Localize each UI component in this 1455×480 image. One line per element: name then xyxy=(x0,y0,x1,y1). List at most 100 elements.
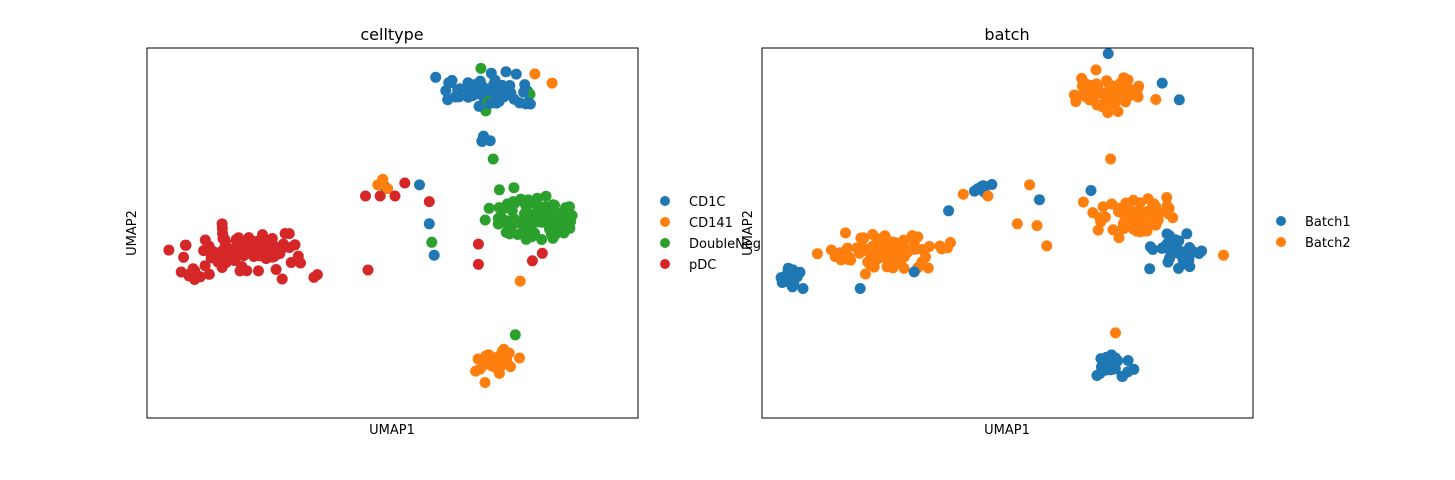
scatter-point-cd141 xyxy=(514,275,526,287)
plot-frame xyxy=(761,47,1254,419)
scatter-point-doubleneg xyxy=(549,199,560,211)
scatter-point-doubleneg xyxy=(508,182,520,194)
x-axis-label: UMAP1 xyxy=(369,423,415,438)
scatter-point-batch2 xyxy=(1092,224,1104,236)
legend-label: CD141 xyxy=(689,216,733,231)
scatter-point-cd141 xyxy=(505,361,516,373)
scatter-point-pdc xyxy=(252,265,264,277)
scatter-point-doubleneg xyxy=(504,228,516,240)
scatter-point-batch2 xyxy=(857,232,869,244)
scatter-point-cd141 xyxy=(486,360,498,372)
scatter-point-batch2 xyxy=(1101,75,1113,87)
batch-panel: batch UMAP1 UMAP2 Batch1 Batch2 xyxy=(741,25,1351,438)
scatter-point-cd1c xyxy=(518,86,530,98)
scatter-point-batch1 xyxy=(854,283,866,294)
scatter-point-cd141 xyxy=(514,352,525,364)
scatter-point-batch2 xyxy=(886,261,898,273)
scatter-point-batch1 xyxy=(1159,241,1170,253)
scatter-point-batch1 xyxy=(986,179,998,190)
scatter-point-batch1 xyxy=(1033,194,1045,206)
legend-marker xyxy=(660,217,670,227)
scatter-point-batch2 xyxy=(1218,249,1229,261)
scatter-point-cd1c xyxy=(442,94,454,106)
scatter-point-pdc xyxy=(285,257,297,268)
scatter-point-pdc xyxy=(362,264,374,276)
scatter-point-batch2 xyxy=(957,188,969,200)
scatter-point-pdc xyxy=(234,265,246,277)
scatter-point-batch2 xyxy=(1011,218,1023,230)
scatter-point-pdc xyxy=(279,228,291,239)
scatter-point-batch2 xyxy=(1150,219,1162,231)
scatter-point-batch2 xyxy=(1117,218,1129,230)
scatter-point-cd1c xyxy=(452,87,464,99)
scatter-point-doubleneg xyxy=(483,202,495,214)
scatter-point-batch2 xyxy=(1120,197,1132,209)
scatter-point-cd1c xyxy=(494,81,506,93)
scatter-point-cd141 xyxy=(477,360,489,372)
scatter-point-cd1c xyxy=(474,75,486,87)
panel-title: batch xyxy=(984,25,1029,44)
scatter-point-doubleneg xyxy=(502,198,513,210)
scatter-point-batch1 xyxy=(1094,368,1106,379)
scatter-point-batch2 xyxy=(1108,98,1120,110)
scatter-point-cd141 xyxy=(377,173,389,185)
scatter-point-batch2 xyxy=(1113,232,1125,244)
scatter-point-batch1 xyxy=(1163,230,1175,241)
legend-label: Batch1 xyxy=(1305,215,1351,230)
legend-marker xyxy=(1276,237,1286,247)
scatter-point-doubleneg xyxy=(515,193,527,205)
scatter-point-pdc xyxy=(276,273,288,285)
scatter-point-batch2 xyxy=(811,248,823,260)
x-axis-label: UMAP1 xyxy=(984,423,1030,438)
scatter-point-batch2 xyxy=(1097,201,1109,213)
scatter-point-batch2 xyxy=(862,256,874,268)
scatter-point-batch2 xyxy=(867,240,879,252)
scatter-point-cd1c xyxy=(430,71,442,83)
scatter-point-batch1 xyxy=(974,183,986,195)
scatter-point-cd1c xyxy=(510,68,522,80)
scatter-point-batch1 xyxy=(788,272,800,284)
scatter-point-batch1 xyxy=(908,266,920,278)
scatter-point-batch1 xyxy=(782,264,794,276)
scatter-point-cd141 xyxy=(496,355,508,367)
scatter-point-batch2 xyxy=(1146,202,1158,214)
scatter-point-batch1 xyxy=(1085,185,1097,196)
scatter-point-pdc xyxy=(270,241,282,253)
scatter-point-doubleneg xyxy=(526,231,538,243)
scatter-point-doubleneg xyxy=(509,213,521,225)
scatter-point-batch2 xyxy=(923,241,935,252)
scatter-point-doubleneg xyxy=(563,201,575,213)
scatter-point-batch2 xyxy=(1107,224,1119,236)
scatter-point-batch2 xyxy=(922,262,934,274)
scatter-point-batch2 xyxy=(1031,220,1043,232)
scatter-point-batch1 xyxy=(1173,94,1185,106)
scatter-point-batch2 xyxy=(892,245,904,257)
scatter-point-doubleneg xyxy=(529,215,541,227)
y-axis-label: UMAP2 xyxy=(741,210,756,256)
scatter-point-batch1 xyxy=(1164,252,1176,264)
scatter-point-batch1 xyxy=(1144,241,1156,253)
scatter-point-cd141 xyxy=(546,77,558,89)
scatter-point-cd1c xyxy=(484,97,496,109)
scatter-point-pdc xyxy=(203,268,215,280)
scatter-point-batch2 xyxy=(825,244,837,256)
scatter-point-doubleneg xyxy=(475,62,487,74)
scatter-point-batch2 xyxy=(1041,240,1053,252)
celltype-panel: celltype UMAP1 UMAP2 CD1C CD141 DoubleNeg p… xyxy=(125,25,761,438)
scatter-point-cd1c xyxy=(480,83,492,95)
scatter-point-batch2 xyxy=(1113,80,1125,92)
scatter-point-pdc xyxy=(227,249,239,261)
scatter-point-cd1c xyxy=(522,96,534,108)
scatter-point-cd1c xyxy=(500,66,512,78)
scatter-point-doubleneg xyxy=(492,213,504,224)
scatter-point-pdc xyxy=(163,244,175,256)
scatter-point-pdc xyxy=(220,257,232,268)
scatter-point-pdc xyxy=(216,218,228,230)
scatter-point-cd1c xyxy=(464,85,476,96)
scatter-point-pdc xyxy=(472,238,484,250)
scatter-point-batch2 xyxy=(1068,89,1080,101)
scatter-point-batch2 xyxy=(1110,327,1121,339)
scatter-point-batch1 xyxy=(1196,245,1208,257)
scatter-point-pdc xyxy=(526,255,538,267)
scatter-point-batch2 xyxy=(834,247,846,259)
